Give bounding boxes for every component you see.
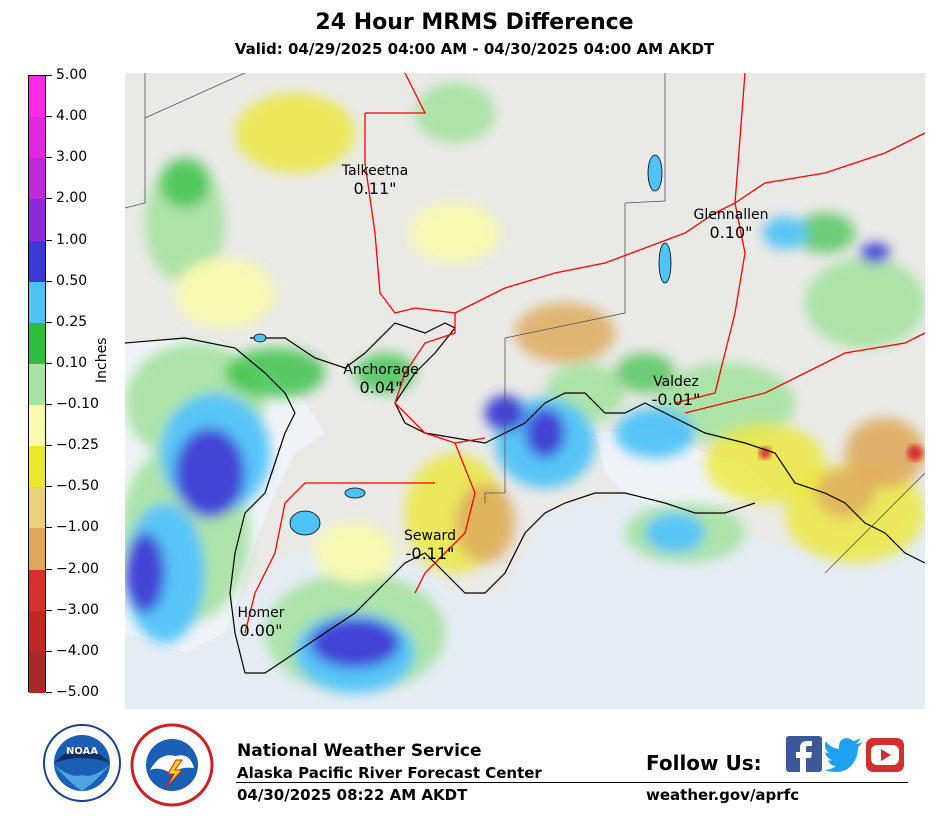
colorbar-tick [46,75,52,76]
colorbar-tick [46,239,52,241]
chart-title: 24 Hour MRMS Difference [315,10,634,35]
colorbar-tick [46,280,52,282]
colorbar-title: Inches [94,337,110,383]
colorbar-tick [46,650,52,652]
city-name: Homer [237,605,285,621]
colorbar-tick [46,568,52,570]
org-name: National Weather Service [237,741,482,761]
city-value: 0.04" [359,378,403,397]
colorbar-segment [29,569,45,611]
colorbar-segment [29,199,45,241]
city-homer: Homer 0.00" [237,605,284,639]
colorbar [28,75,46,693]
colorbar-segment [29,610,45,652]
city-name: Valdez [653,374,699,390]
follow-us-label: Follow Us: [646,751,762,775]
city-talkeetna: Talkeetna 0.11" [342,163,408,197]
colorbar-tick [46,445,52,447]
colorbar-tick-label: −4.00 [56,642,99,659]
precip-difference-map[interactable]: Talkeetna 0.11" Glennallen 0.10" Anchora… [125,73,925,709]
colorbar-tick [46,157,52,159]
facebook-icon[interactable] [786,736,822,772]
colorbar-segment [29,281,45,323]
colorbar-segment [29,240,45,282]
city-value: -0.11" [405,544,455,563]
website-link[interactable]: weather.gov/aprfc [646,786,800,804]
colorbar-tick-label: −2.00 [56,560,99,577]
valid-period: Valid: 04/29/2025 04:00 AM - 04/30/2025 … [234,40,715,58]
colorbar-segment [29,487,45,529]
colorbar-tick-label: 0.50 [56,272,88,289]
colorbar-tick [46,486,52,488]
city-valdez: Valdez -0.01" [652,374,701,408]
twitter-icon[interactable] [824,738,864,772]
city-seward: Seward -0.11" [404,528,456,562]
svg-text:NOAA: NOAA [66,746,98,757]
colorbar-tick-label: 2.00 [56,190,88,207]
colorbar-segment [29,158,45,200]
colorbar-tick-label: 3.00 [56,149,88,166]
colorbar-tick [46,404,52,406]
colorbar-segment [29,322,45,364]
colorbar-tick-label: 0.25 [56,313,88,330]
colorbar-tick-label: 5.00 [56,67,88,83]
colorbar-segment [29,405,45,447]
colorbar-tick [46,362,52,364]
colorbar-tick [46,321,52,323]
colorbar-tick-label: −1.00 [56,519,99,536]
colorbar-segment [29,528,45,570]
city-name: Talkeetna [341,163,409,179]
noaa-logo-icon[interactable]: NOAA [42,723,122,803]
colorbar-tick-label: −3.00 [56,601,99,618]
city-value: 0.10" [709,223,753,242]
colorbar-tick [46,116,52,118]
colorbar-tick-label: 4.00 [56,108,88,125]
map-graphic [125,73,925,709]
colorbar-segment [29,117,45,159]
colorbar-tick-label: −5.00 [56,684,99,700]
colorbar-tick [46,692,52,693]
colorbar-segment [29,651,45,693]
colorbar-tick [46,609,52,611]
city-value: -0.01" [651,390,701,409]
colorbar-tick [46,527,52,529]
colorbar-tick-label: −0.10 [56,396,99,413]
colorbar-tick-label: 0.10 [56,354,88,371]
city-name: Glennallen [693,207,769,223]
colorbar-tick [46,198,52,200]
footer-divider [236,782,908,783]
youtube-icon[interactable] [866,738,904,772]
city-name: Anchorage [343,362,419,378]
colorbar-tick-label: −0.25 [56,437,99,454]
city-glennallen: Glennallen 0.10" [694,207,769,241]
city-value: 0.11" [353,179,397,198]
colorbar-segment [29,363,45,405]
office-name: Alaska Pacific River Forecast Center [237,764,542,782]
colorbar-tick-label: −0.50 [56,478,99,495]
city-name: Seward [404,528,456,544]
colorbar-segment [29,76,45,118]
colorbar-tick-label: 1.00 [56,231,88,248]
colorbar-segment [29,446,45,488]
city-value: 0.00" [239,621,283,640]
city-anchorage: Anchorage 0.04" [343,362,418,396]
nws-logo-icon[interactable] [130,722,214,808]
generated-timestamp: 04/30/2025 08:22 AM AKDT [237,786,468,804]
